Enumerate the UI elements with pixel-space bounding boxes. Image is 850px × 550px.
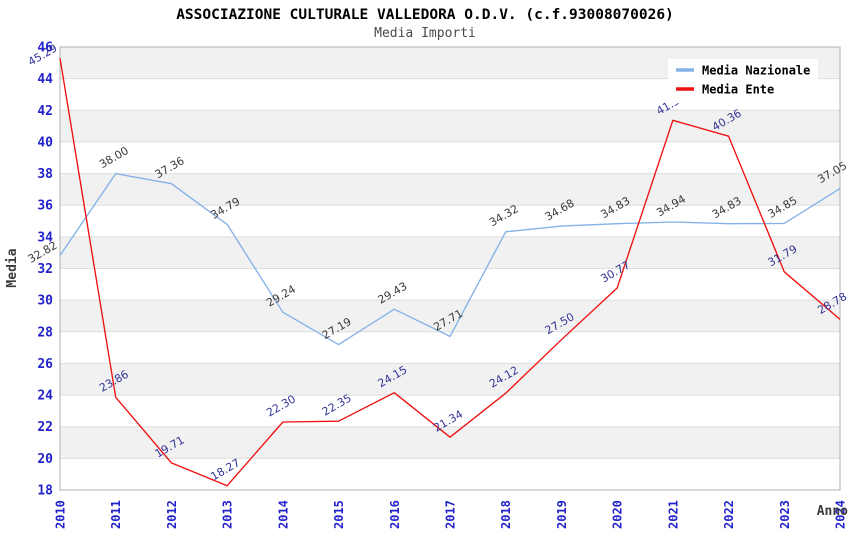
data-label: 34.32 [487, 202, 521, 229]
y-tick-label: 18 [37, 484, 53, 499]
chart-subtitle: Media Importi [374, 26, 476, 41]
x-tick-label: 2011 [109, 500, 123, 529]
y-tick-label: 34 [37, 230, 53, 245]
x-tick-label: 2018 [499, 500, 513, 529]
legend-label-media-ente: Media Ente [702, 83, 774, 97]
x-tick-label: 2021 [666, 500, 680, 529]
y-tick-label: 46 [37, 41, 53, 56]
x-tick-label: 2020 [611, 500, 625, 529]
data-label: 18.27 [209, 456, 243, 483]
x-tick-label: 2014 [276, 500, 290, 529]
x-tick-label: 2010 [54, 500, 68, 529]
x-axis-title: Anno [817, 504, 848, 519]
x-tick-label: 2023 [778, 500, 792, 529]
plot-band [60, 110, 840, 142]
plot-band [60, 363, 840, 396]
x-tick-label: 2024 [834, 500, 848, 529]
x-tick-label: 2016 [388, 500, 402, 529]
legend-label-media-nazionale: Media Nazionale [702, 64, 810, 78]
series-line-media-nazionale [59, 172, 841, 346]
y-tick-label: 26 [37, 357, 53, 372]
y-tick-label: 36 [37, 199, 53, 214]
y-tick-label: 30 [37, 294, 53, 309]
plot-border [59, 46, 841, 491]
y-tick-label: 24 [37, 389, 53, 404]
y-tick-label: 32 [37, 262, 53, 277]
plot-band [60, 236, 840, 269]
x-tick-label: 2017 [444, 500, 458, 529]
x-tick-label: 2022 [722, 500, 736, 529]
plot-band [60, 173, 840, 206]
series-line-media-ente [59, 58, 841, 487]
data-label: 22.35 [320, 392, 354, 419]
data-label: 38.00 [97, 144, 131, 171]
y-tick-label: 20 [37, 452, 53, 467]
y-tick-label: 38 [37, 167, 53, 182]
x-tick-label: 2015 [332, 500, 346, 529]
x-tick-label: 2012 [165, 500, 179, 529]
y-tick-label: 22 [37, 420, 53, 435]
plot-band [60, 426, 840, 459]
y-tick-label: 40 [37, 135, 53, 150]
data-label: 22.30 [264, 392, 298, 419]
y-tick-label: 44 [37, 72, 53, 87]
x-tick-label: 2013 [221, 500, 235, 529]
x-tick-label: 2019 [555, 500, 569, 529]
chart-title: ASSOCIAZIONE CULTURALE VALLEDORA O.D.V. … [176, 7, 674, 23]
legend-box [668, 59, 818, 103]
y-tick-label: 42 [37, 104, 53, 119]
plot-band [60, 300, 840, 332]
y-axis-title: Media [5, 248, 20, 287]
y-tick-label: 28 [37, 325, 53, 340]
